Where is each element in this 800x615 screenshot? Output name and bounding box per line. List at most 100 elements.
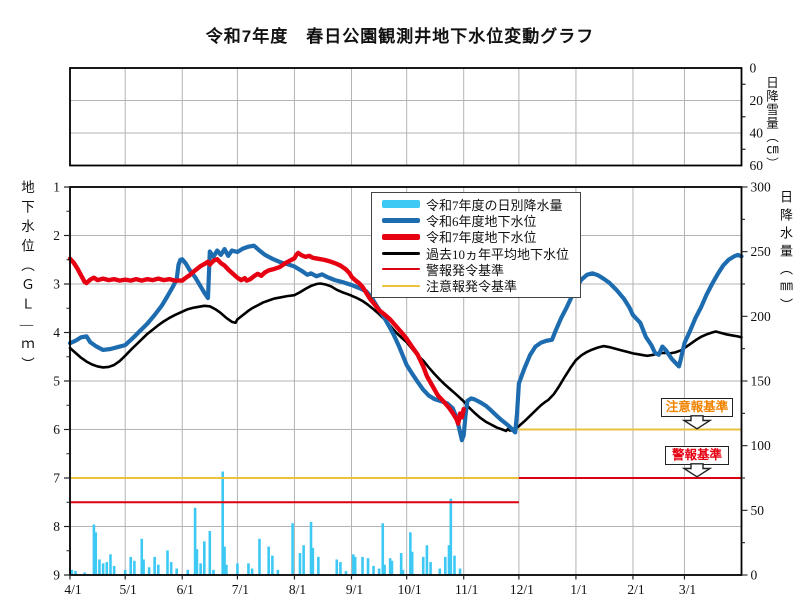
legend-label: 過去10ヵ年平均地下水位 — [426, 246, 570, 262]
legend-label: 注意報発令基準 — [426, 279, 518, 295]
precipitation-bar — [458, 568, 462, 575]
svg-text:3: 3 — [53, 277, 60, 292]
precipitation-bar — [169, 562, 173, 575]
precipitation-bar — [94, 532, 98, 575]
snow-axis-label: 日降雪量（㎝） — [764, 76, 778, 171]
precipitation-bar — [247, 563, 250, 575]
precipitation-bar — [70, 569, 74, 575]
precipitation-bar — [250, 568, 254, 575]
precipitation-bar — [401, 569, 405, 575]
precipitation-bar — [92, 524, 96, 575]
precipitation-bar — [309, 521, 313, 575]
warning-line-swatch-icon — [382, 268, 420, 271]
precipitation-bar — [381, 523, 385, 575]
precipitation-bar — [429, 562, 432, 575]
legend-label: 令和7年度の日別降水量 — [426, 197, 563, 213]
precipitation-bar — [317, 556, 320, 575]
precipitation-bar — [142, 559, 145, 575]
advisory-line-swatch-icon — [382, 284, 420, 287]
series-r7-groundwater-line — [67, 250, 466, 426]
precipitation-bar — [133, 560, 136, 575]
legend-item-precipitation: 令和7年度の日別降水量 — [382, 197, 574, 213]
svg-text:200: 200 — [751, 309, 772, 324]
page-title: 令和7年度 春日公園観測井地下水位変動グラフ — [205, 27, 595, 46]
precipitation-bar — [399, 553, 403, 575]
svg-text:250: 250 — [751, 244, 772, 259]
precipitation-bar — [438, 568, 442, 575]
precipitation-bar — [390, 560, 394, 575]
svg-text:150: 150 — [751, 374, 772, 389]
svg-text:7: 7 — [53, 471, 60, 486]
average-line-swatch-icon — [382, 251, 420, 255]
legend-label: 令和7年度地下水位 — [426, 230, 537, 246]
svg-text:7/1: 7/1 — [232, 582, 249, 597]
svg-text:9: 9 — [53, 568, 60, 583]
precipitation-bar — [311, 547, 315, 575]
precipitation-bar — [157, 564, 160, 575]
svg-text:300: 300 — [751, 180, 772, 195]
precipitation-bar — [361, 556, 364, 575]
svg-text:8: 8 — [53, 519, 60, 534]
warning-criterion-callout: 警報基準 — [665, 446, 729, 465]
precipitation-bar — [267, 546, 270, 575]
legend-label: 令和6年度地下水位 — [426, 213, 537, 229]
precipitation-bar — [421, 556, 425, 575]
precipitation-bar — [335, 559, 339, 575]
svg-text:60: 60 — [750, 158, 764, 173]
precipitation-bar — [193, 507, 197, 575]
precipitation-bar — [212, 569, 215, 575]
snow-panel: 0 20 40 60 — [69, 61, 764, 173]
precipitation-bar — [195, 549, 199, 575]
legend-item-10yr-average: 過去10ヵ年平均地下水位 — [382, 246, 574, 262]
precipitation-bar — [372, 565, 375, 575]
svg-text:100: 100 — [751, 438, 772, 453]
precipitation-bar — [123, 569, 127, 575]
series-advisory-criterion-line — [70, 428, 742, 479]
precipitation-bar — [147, 567, 151, 575]
right-axis-label: 日降水量（㎜） — [778, 190, 793, 316]
legend-item-warning-criterion: 警報発令基準 — [382, 262, 574, 278]
precipitation-bar — [236, 563, 239, 575]
svg-text:40: 40 — [750, 126, 764, 141]
down-arrow-icon — [681, 463, 713, 478]
legend-item-r6-level: 令和6年度地下水位 — [382, 213, 574, 229]
svg-text:2: 2 — [53, 228, 60, 243]
snow-panel-border — [69, 67, 743, 167]
precipitation-bar — [199, 563, 202, 575]
svg-text:1/1: 1/1 — [570, 582, 587, 597]
left-axis-label: 地下水位（ＧＬ―ｍ） — [19, 180, 34, 377]
r6-line-swatch-icon — [382, 217, 420, 224]
precipitation-bar — [74, 571, 77, 575]
svg-text:6: 6 — [53, 422, 60, 437]
precipitation-bar — [366, 558, 370, 575]
precipitation-bar — [444, 556, 447, 575]
precipitation-bar — [140, 538, 144, 575]
precipitation-swatch-icon — [382, 200, 420, 209]
precipitation-bar — [388, 558, 392, 575]
series-r6-groundwater-line — [67, 243, 744, 443]
precipitation-bar — [352, 554, 355, 575]
precipitation-bar — [221, 471, 224, 575]
series-warning-criterion-line — [70, 477, 742, 504]
svg-text:6/1: 6/1 — [177, 582, 194, 597]
precipitation-bar — [225, 564, 228, 575]
precipitation-bar — [276, 569, 280, 575]
precipitation-bar — [353, 556, 357, 575]
precipitation-bar — [344, 571, 348, 575]
precipitation-bar — [153, 556, 156, 575]
r7-line-swatch-icon — [382, 234, 420, 240]
precipitation-bar — [410, 551, 414, 575]
advisory-criterion-callout: 注意報基準 — [661, 398, 733, 417]
precipitation-bar — [291, 523, 294, 575]
precipitation-bar — [302, 545, 305, 575]
precipitation-bar — [208, 531, 212, 575]
precipitation-bar — [203, 541, 206, 575]
svg-text:2/1: 2/1 — [627, 582, 644, 597]
precipitation-bar — [112, 565, 116, 575]
precipitation-bar — [377, 568, 381, 575]
svg-text:5: 5 — [53, 374, 60, 389]
precipitation-bar — [109, 554, 112, 575]
precipitation-bar — [271, 555, 274, 575]
